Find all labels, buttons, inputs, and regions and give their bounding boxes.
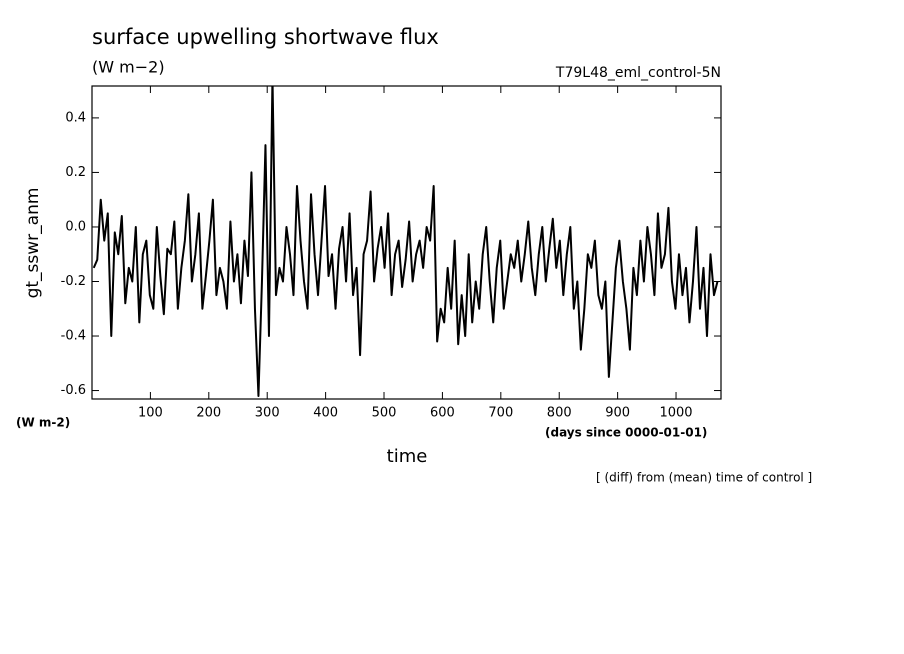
x-tick-label: 100 — [138, 406, 163, 421]
x-tick-label: 300 — [255, 406, 280, 421]
x-tick-label: 200 — [196, 406, 221, 421]
x-tick-label: 800 — [547, 406, 572, 421]
x-units: (days since 0000-01-01) — [545, 426, 707, 440]
x-tick-label: 700 — [488, 406, 513, 421]
y-tick-label: -0.6 — [61, 383, 86, 398]
y-axis-label: gt_sswr_anm — [23, 188, 43, 299]
note: [ (diff) from (mean) time of control ] — [596, 471, 812, 485]
y-tick-label: -0.2 — [61, 274, 86, 289]
y-tick-label: -0.4 — [61, 329, 86, 344]
y-units: (W m-2) — [16, 416, 70, 430]
x-tick-label: 600 — [430, 406, 455, 421]
chart-subtitle: (W m−2) — [92, 58, 165, 77]
y-tick-label: 0.2 — [65, 165, 86, 180]
x-tick-label: 400 — [313, 406, 338, 421]
x-tick-label: 1000 — [659, 406, 692, 421]
data-line — [92, 86, 719, 397]
chart-title: surface upwelling shortwave flux — [92, 25, 439, 49]
x-axis-label: time — [387, 446, 428, 467]
y-tick-label: 0.4 — [65, 110, 86, 125]
x-tick-label: 500 — [372, 406, 397, 421]
run-label: T79L48_eml_control-5N — [555, 65, 721, 81]
plot-frame — [91, 85, 722, 400]
y-tick-label: 0.0 — [65, 219, 86, 234]
x-tick-label: 900 — [605, 406, 630, 421]
